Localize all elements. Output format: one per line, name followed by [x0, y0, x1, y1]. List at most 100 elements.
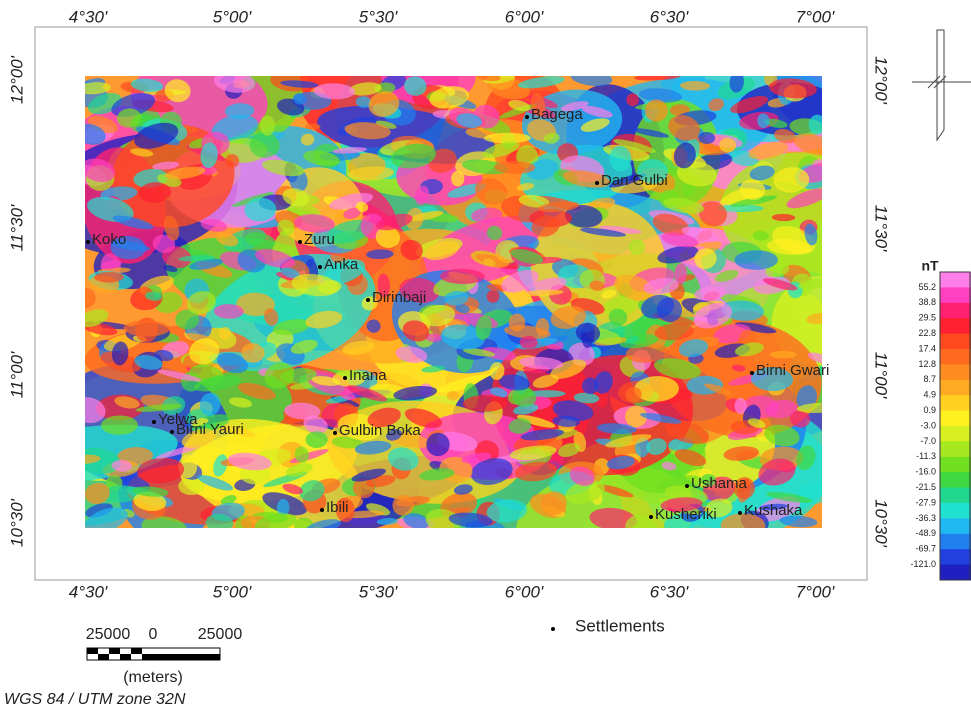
legend-label: -27.9 [915, 497, 936, 507]
scale-label: 25000 [86, 626, 131, 643]
legend-title: nT [921, 258, 939, 274]
legend-label: -48.9 [915, 528, 936, 538]
settlement-name: Kusheriki [655, 506, 717, 523]
legend-label: -16.0 [915, 467, 936, 477]
lat-label-right: 11°30' [872, 205, 891, 252]
settlement-name: Inana [349, 367, 387, 384]
settlement-name: Ibili [326, 499, 349, 516]
lon-label-bottom: 7°00' [796, 582, 835, 601]
lon-label-top: 5°30' [359, 7, 398, 26]
scale-unit: (meters) [123, 669, 183, 686]
lat-label-left: 11°30' [7, 204, 26, 251]
settlement-name: Dirinbaji [372, 289, 426, 306]
scale-label: 25000 [198, 626, 243, 643]
lat-label-left: 10°30' [7, 498, 26, 547]
lon-label-bottom: 4°30' [69, 582, 108, 601]
legend-swatch [940, 549, 971, 565]
lon-label-bottom: 6°30' [650, 582, 689, 601]
lon-label-top: 6°00' [505, 7, 544, 26]
lat-label-right: 10°30' [872, 499, 891, 548]
legend-swatch [940, 426, 971, 442]
legend-swatch [940, 411, 971, 427]
settlement-name: Koko [92, 231, 126, 248]
legend-label: -3.0 [920, 420, 936, 430]
north-arrow [912, 30, 971, 140]
scale-bar [87, 648, 220, 660]
legend-swatch [940, 457, 971, 473]
settlement-name: Dan Gulbi [601, 172, 668, 189]
legend-label: -69.7 [915, 544, 936, 554]
settlement-point [152, 420, 156, 424]
legend-swatch [940, 534, 971, 550]
lon-label-bottom: 6°00' [505, 582, 544, 601]
settlement-name: Zuru [304, 231, 335, 248]
legend-swatch [940, 565, 971, 581]
legend-label: -121.0 [910, 559, 936, 569]
legend-swatch [940, 303, 971, 319]
settlement-name: Anka [324, 256, 359, 273]
settlement-point [649, 515, 653, 519]
lon-label-bottom: 5°30' [359, 582, 398, 601]
legend-label: 29.5 [918, 313, 936, 323]
settlement-name: Ushama [691, 475, 748, 492]
legend-swatch [940, 488, 971, 504]
settlement-name: Birni Gwari [756, 362, 829, 379]
lat-label-right: 11°00' [872, 352, 891, 399]
lat-label-left: 11°00' [7, 351, 26, 398]
legend-swatch [940, 272, 971, 288]
settlement-point [525, 115, 529, 119]
legend-swatch [940, 518, 971, 534]
settlement-name: Gulbin Boka [339, 422, 421, 439]
lat-label-right: 12°00' [872, 56, 891, 105]
settlement-point [170, 430, 174, 434]
legend-label: 12.8 [918, 359, 936, 369]
settlement-point [750, 371, 754, 375]
lon-label-top: 5°00' [213, 7, 252, 26]
legend-swatch [940, 349, 971, 365]
settlement-point [333, 431, 337, 435]
settlement-point [318, 265, 322, 269]
legend-label: -36.3 [915, 513, 936, 523]
legend-swatch [940, 441, 971, 457]
legend-label: -11.3 [916, 451, 936, 461]
legend-swatch [940, 287, 971, 303]
legend-label: -21.5 [915, 482, 936, 492]
settlement-point [366, 298, 370, 302]
legend-label: 4.9 [923, 390, 936, 400]
settlement-name: Birni Yauri [176, 421, 244, 438]
settlement-point [86, 240, 90, 244]
legend-swatch [940, 364, 971, 380]
legend-label: 0.9 [923, 405, 936, 415]
settlement-point [343, 376, 347, 380]
legend-label: -7.0 [920, 436, 936, 446]
legend-swatch [940, 472, 971, 488]
lon-label-top: 7°00' [796, 7, 835, 26]
legend-swatch [940, 380, 971, 396]
lat-label-left: 12°00' [7, 55, 26, 104]
legend-label: 17.4 [918, 343, 936, 353]
legend-label: 55.2 [918, 282, 936, 292]
settlements-legend: Settlements [575, 616, 665, 635]
legend-label: 22.8 [918, 328, 936, 338]
legend-swatch [940, 395, 971, 411]
legend-label: 8.7 [923, 374, 936, 384]
settlement-name: Kushaka [744, 502, 803, 519]
map-figure: Settlements (meters) WGS 84 / UTM zone 3… [0, 0, 971, 712]
lon-label-top: 6°30' [650, 7, 689, 26]
legend-swatch [940, 334, 971, 350]
field-patch [770, 351, 797, 359]
settlement-point [298, 240, 302, 244]
legend-label: 38.8 [918, 297, 936, 307]
settlement-point [595, 181, 599, 185]
lon-label-top: 4°30' [69, 7, 108, 26]
legend-swatch [940, 318, 971, 334]
projection: WGS 84 / UTM zone 32N [4, 691, 186, 708]
legend-swatch [940, 503, 971, 519]
settlement-point [685, 484, 689, 488]
settlement-point [320, 508, 324, 512]
lon-label-bottom: 5°00' [213, 582, 252, 601]
settlement-point [738, 511, 742, 515]
field-patch [305, 124, 320, 130]
scale-label: 0 [149, 626, 158, 643]
settlement-name: Bagega [531, 106, 583, 123]
